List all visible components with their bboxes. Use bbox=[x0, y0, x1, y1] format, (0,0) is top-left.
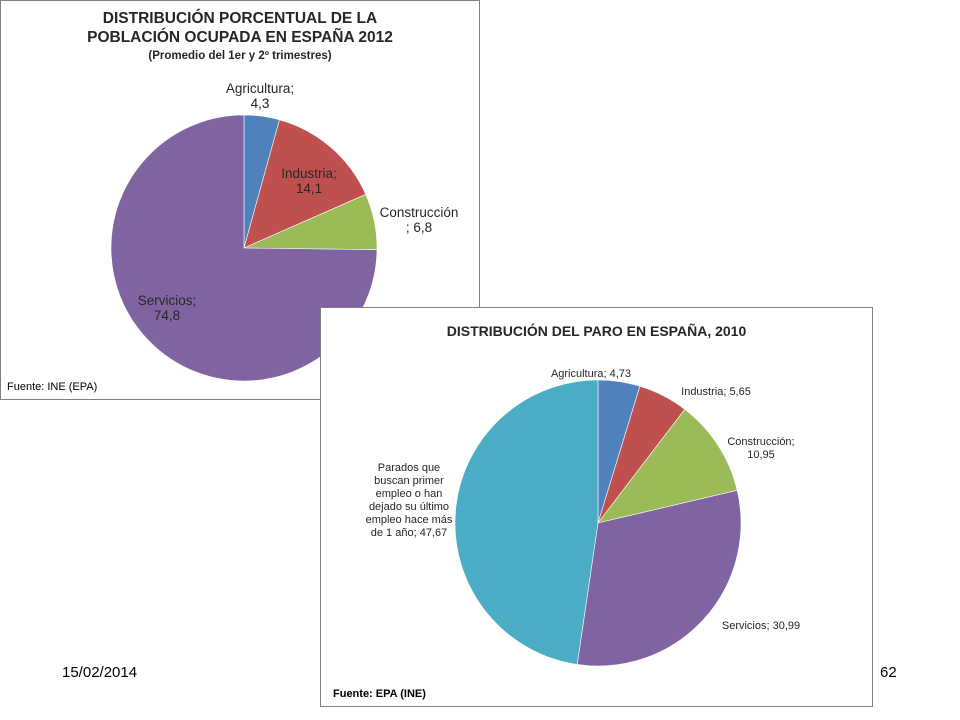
slide-number: 62 bbox=[880, 664, 897, 681]
pie-data-label: Servicios; 30,99 bbox=[722, 620, 800, 632]
pie-slice bbox=[454, 379, 599, 665]
pie-slice bbox=[597, 408, 738, 524]
pie-slice bbox=[243, 119, 367, 249]
pie-data-label: Industria; 14,1 bbox=[281, 166, 337, 196]
pie-data-label: Construcción; 6,8 bbox=[380, 205, 459, 235]
pie-chart-paro: Agricultura; 4,73 Industria; 5,65 Construc… bbox=[366, 368, 800, 667]
pie-data-label: Parados que buscan primer empleo o han deja… bbox=[366, 462, 453, 539]
pie-chart-ocupada: Agricultura; 4,3 Industria; 14,1 Construcció… bbox=[110, 81, 459, 382]
chart-title: DISTRIBUCIÓN DEL PARO EN ESPAÑA, 2010 bbox=[446, 323, 747, 339]
pie-data-label: Servicios; 74,8 bbox=[138, 293, 197, 323]
pie-data-label: Construcción; 10,95 bbox=[727, 436, 794, 461]
pie-slice bbox=[576, 489, 742, 667]
chart-title-line: POBLACIÓN OCUPADA EN ESPAÑA 2012 bbox=[87, 29, 393, 46]
chart-panel-ocupada: DISTRIBUCIÓN PORCENTUAL DE LA POBLACIÓN … bbox=[0, 0, 480, 400]
chart-source: Fuente: INE (EPA) bbox=[7, 381, 98, 393]
pie-data-label: Industria; 5,65 bbox=[681, 386, 751, 398]
chart-title-line: DISTRIBUCIÓN PORCENTUAL DE LA bbox=[102, 10, 378, 27]
pie-data-label: Agricultura; 4,73 bbox=[551, 368, 631, 380]
chart-title: DISTRIBUCIÓN PORCENTUAL DE LA POBLACIÓN … bbox=[1, 9, 479, 47]
chart-subtitle: (Promedio del 1er y 2º trimestres) bbox=[148, 50, 332, 62]
slide-date: 15/02/2014 bbox=[62, 664, 138, 681]
pie-data-label: Agricultura; 4,3 bbox=[226, 81, 294, 111]
chart-source: Fuente: EPA (INE) bbox=[333, 688, 426, 700]
chart-panel-paro: DISTRIBUCIÓN DEL PARO EN ESPAÑA, 2010 Ag… bbox=[320, 307, 873, 707]
